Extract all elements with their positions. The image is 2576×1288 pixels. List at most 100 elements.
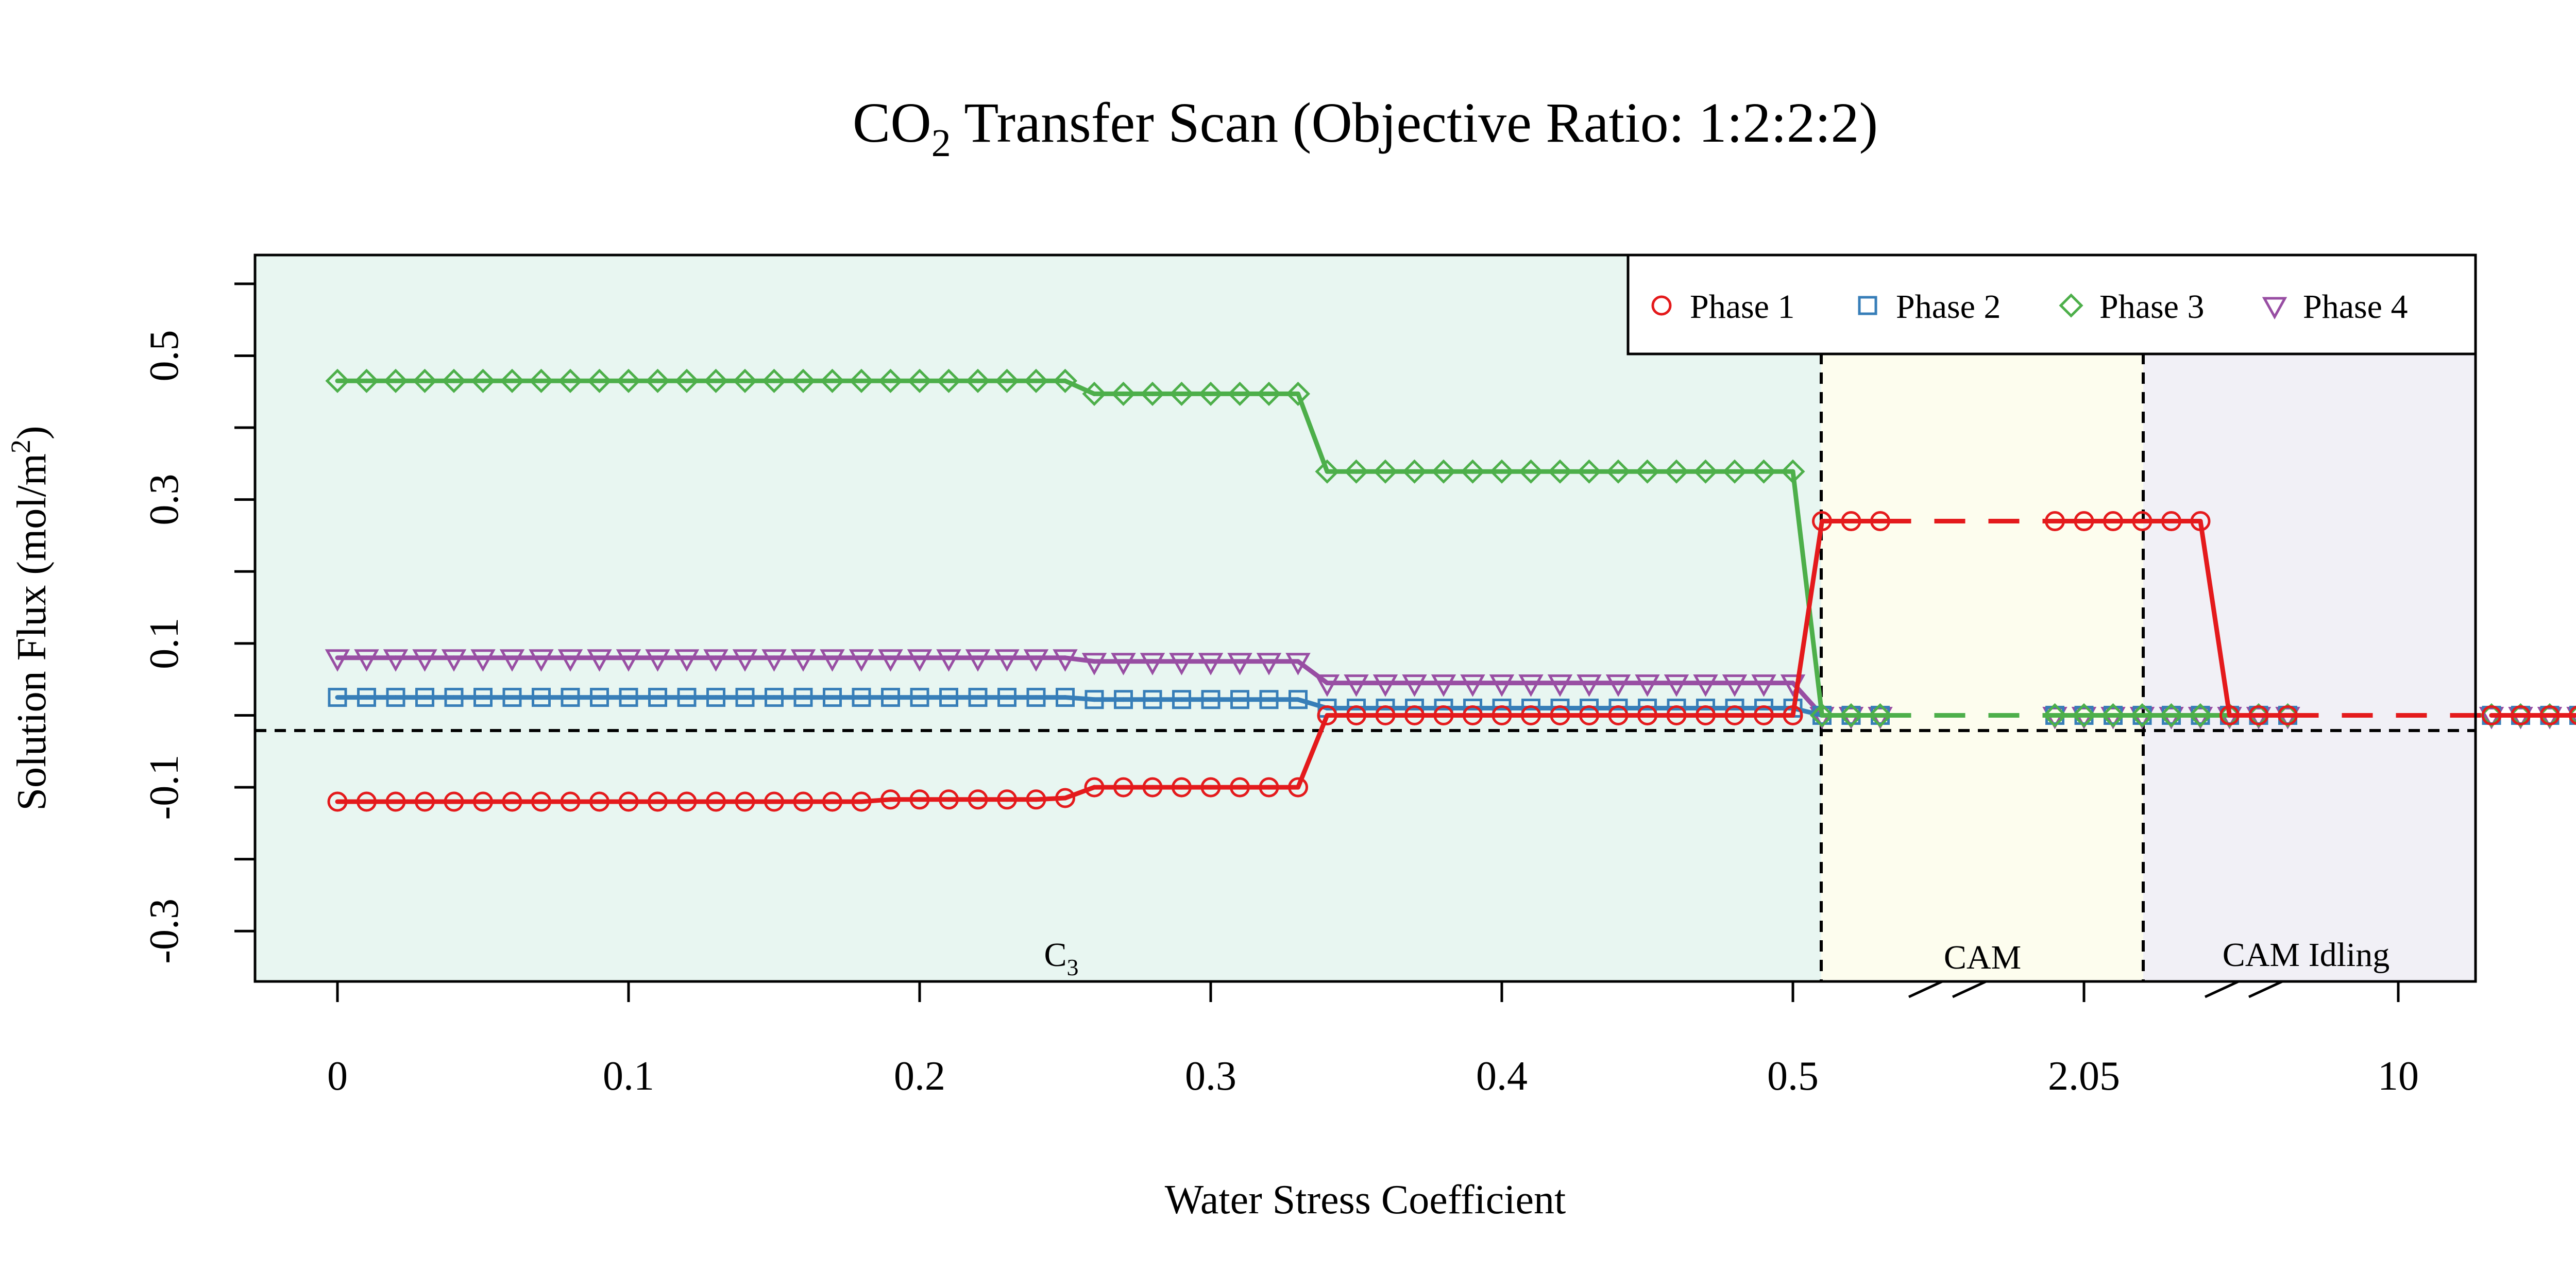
- data-point: [968, 789, 988, 810]
- y-axis: -0.3 -0.1 0.1 0.3 0.5: [142, 282, 255, 964]
- data-point: [881, 688, 900, 707]
- data-point: [1285, 381, 1311, 406]
- data-point: [965, 649, 991, 672]
- data-point: [587, 649, 612, 672]
- series-line-segment: [2198, 519, 2232, 718]
- data-point: [1257, 381, 1281, 406]
- data-point: [1143, 690, 1162, 709]
- data-point: [502, 688, 522, 707]
- region-cam-idling-background: [2143, 255, 2476, 981]
- data-point: [1315, 459, 1340, 484]
- series-line-segment: [1296, 391, 1330, 474]
- data-point: [529, 649, 554, 672]
- data-point: [1285, 653, 1311, 675]
- data-point: [1140, 381, 1165, 406]
- data-point: [2130, 703, 2155, 728]
- data-point: [1402, 459, 1427, 484]
- data-point: [499, 649, 525, 672]
- data-point: [444, 688, 464, 707]
- series-line-segment: [859, 797, 893, 804]
- legend-marker: [1651, 295, 1672, 316]
- data-point: [2045, 511, 2065, 532]
- data-point: [1404, 705, 1425, 725]
- data-point: [764, 791, 784, 812]
- data-point: [1781, 459, 1805, 484]
- data-point: [1548, 459, 1572, 484]
- series-line-segment: [1790, 519, 1824, 718]
- data-point: [820, 368, 845, 393]
- data-point: [1664, 459, 1689, 484]
- data-point: [1577, 459, 1602, 484]
- data-point: [1492, 705, 1512, 725]
- data-point: [1372, 674, 1398, 697]
- data-point: [1402, 674, 1427, 697]
- legend-item-phase-2: Phase 2: [1858, 288, 2001, 326]
- data-point: [2103, 511, 2123, 532]
- data-point: [648, 688, 667, 707]
- legend-item-phase-4: Phase 4: [2262, 288, 2408, 326]
- data-point: [1518, 459, 1544, 484]
- data-point: [1547, 674, 1573, 697]
- data-point: [997, 688, 1016, 707]
- region-label-cam: CAM: [1944, 939, 2021, 976]
- data-point: [1142, 777, 1163, 798]
- data-point: [2248, 705, 2269, 725]
- x-axis: 0 0.1 0.2 0.3 0.4 0.5 2.05 10: [327, 981, 2419, 1099]
- data-point: [2219, 705, 2240, 725]
- data-point: [529, 368, 554, 393]
- data-point: [1084, 690, 1104, 709]
- data-point: [674, 649, 700, 672]
- data-point: [965, 368, 990, 393]
- data-point: [1868, 703, 1893, 728]
- data-point: [936, 368, 961, 393]
- data-point: [851, 791, 872, 812]
- data-point: [1605, 674, 1631, 697]
- data-point: [706, 688, 725, 707]
- data-point: [703, 368, 728, 393]
- data-point: [328, 688, 347, 707]
- data-point: [444, 791, 464, 812]
- x-tick-label: 0.1: [603, 1054, 654, 1099]
- data-point: [619, 688, 638, 707]
- data-point: [532, 688, 551, 707]
- data-point: [1111, 653, 1136, 675]
- legend-item-phase-1: Phase 1: [1651, 288, 1794, 326]
- data-point: [1114, 690, 1133, 709]
- data-point: [325, 649, 350, 672]
- legend: Phase 1 Phase 2 Phase 3 Phase 4: [1626, 253, 2477, 355]
- data-point: [1431, 674, 1456, 697]
- legend-label: Phase 2: [1896, 288, 2001, 326]
- data-point: [1635, 674, 1660, 697]
- data-point: [2481, 705, 2502, 725]
- region-backgrounds: [255, 255, 2476, 981]
- data-point: [1227, 653, 1252, 675]
- data-point: [357, 791, 377, 812]
- data-point: [1169, 381, 1194, 406]
- data-point: [1113, 777, 1133, 798]
- data-point: [383, 368, 408, 393]
- data-point: [1056, 688, 1075, 707]
- data-point: [561, 688, 580, 707]
- data-point: [1344, 459, 1369, 484]
- data-point: [2539, 705, 2560, 725]
- data-point: [793, 791, 814, 812]
- data-point: [1230, 777, 1250, 798]
- data-point: [560, 791, 581, 812]
- legend-marker: [1858, 296, 1877, 315]
- data-point: [441, 649, 467, 672]
- data-point: [385, 791, 406, 812]
- data-point: [1579, 705, 1599, 725]
- data-point: [1053, 649, 1078, 672]
- data-point: [2278, 705, 2298, 725]
- data-point: [1722, 674, 1748, 697]
- data-point: [1809, 703, 1835, 728]
- data-point: [1288, 777, 1308, 798]
- data-point: [849, 368, 874, 393]
- data-point: [1693, 459, 1718, 484]
- data-point: [1259, 777, 1279, 798]
- data-point: [2072, 703, 2096, 728]
- data-point: [674, 368, 699, 393]
- data-point: [1431, 459, 1456, 484]
- data-point: [1460, 674, 1485, 697]
- data-point: [878, 649, 903, 672]
